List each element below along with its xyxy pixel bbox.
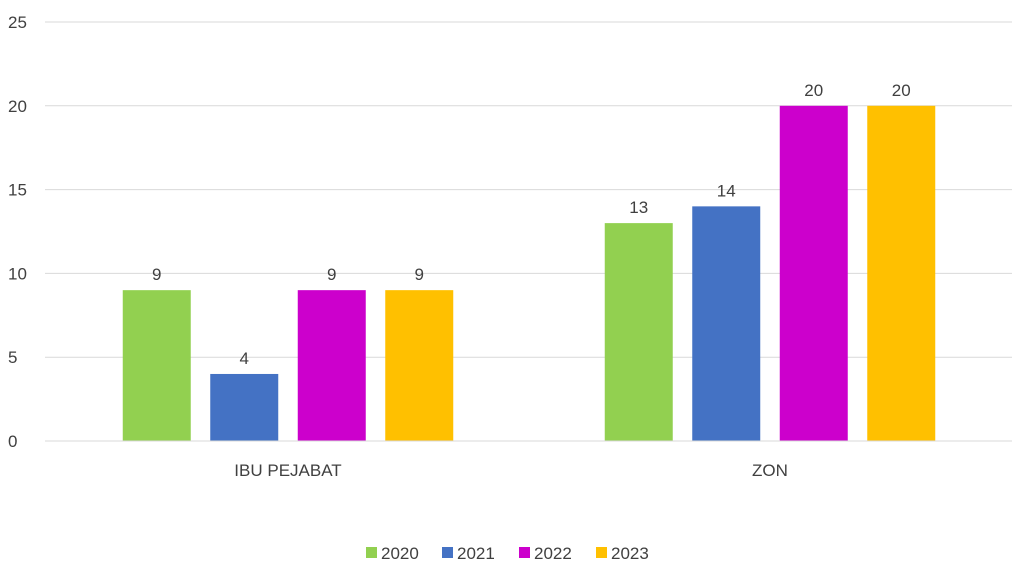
bar-2022-zon bbox=[779, 105, 848, 442]
legend-swatch-2023 bbox=[596, 547, 607, 558]
y-tick-label: 15 bbox=[8, 181, 27, 200]
bar-2022-ibu-pejabat bbox=[297, 290, 366, 441]
bar-2023-ibu-pejabat bbox=[385, 290, 454, 441]
y-tick-label: 20 bbox=[8, 97, 27, 116]
data-label: 4 bbox=[240, 349, 249, 368]
legend-swatch-2022 bbox=[519, 547, 530, 558]
y-tick-label: 0 bbox=[8, 432, 17, 451]
data-label: 20 bbox=[892, 81, 911, 100]
legend: 2020 2021 2022 2023 bbox=[366, 544, 649, 563]
bar-2021-ibu-pejabat bbox=[210, 373, 279, 441]
data-label: 14 bbox=[717, 181, 736, 200]
bar-series bbox=[122, 105, 936, 442]
data-labels: 9 4 9 9 13 14 20 20 bbox=[152, 81, 911, 368]
data-label: 9 bbox=[152, 265, 161, 284]
legend-label: 2021 bbox=[457, 544, 495, 563]
data-label: 20 bbox=[804, 81, 823, 100]
bar-2020-ibu-pejabat bbox=[122, 290, 191, 441]
x-category-label: IBU PEJABAT bbox=[234, 461, 341, 480]
legend-swatch-2020 bbox=[366, 547, 377, 558]
y-tick-label: 10 bbox=[8, 264, 27, 283]
bar-2021-zon bbox=[692, 206, 761, 441]
data-label: 13 bbox=[629, 198, 648, 217]
bar-2020-zon bbox=[604, 223, 673, 441]
legend-label: 2022 bbox=[534, 544, 572, 563]
legend-swatch-2021 bbox=[442, 547, 453, 558]
y-tick-label: 25 bbox=[8, 13, 27, 32]
x-category-label: ZON bbox=[752, 461, 788, 480]
data-label: 9 bbox=[327, 265, 336, 284]
y-tick-label: 5 bbox=[8, 348, 17, 367]
legend-label: 2023 bbox=[611, 544, 649, 563]
legend-label: 2020 bbox=[381, 544, 419, 563]
y-axis: 0 5 10 15 20 25 bbox=[8, 13, 27, 451]
x-axis: IBU PEJABAT ZON bbox=[45, 440, 1012, 480]
data-label: 9 bbox=[415, 265, 424, 284]
bar-2023-zon bbox=[867, 105, 936, 442]
